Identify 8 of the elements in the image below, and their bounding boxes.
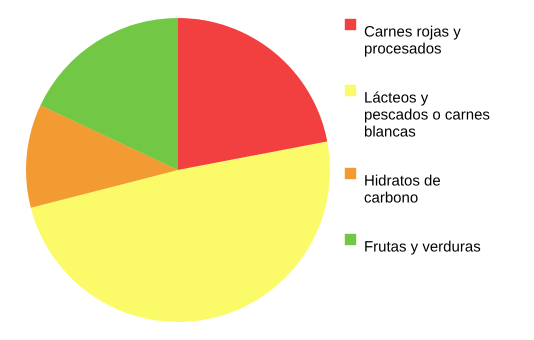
legend-label: Carnes rojas y procesados [364,24,462,58]
pie-slice [30,142,330,322]
legend-label: Frutas y verduras [364,238,481,256]
legend-label: Hidratos de carbono [364,172,441,206]
legend-label: Lácteos y pescados o carnes blancas [364,90,490,140]
pie-slice [178,18,328,170]
pie-slice [40,18,178,170]
pie-slice [26,105,178,208]
